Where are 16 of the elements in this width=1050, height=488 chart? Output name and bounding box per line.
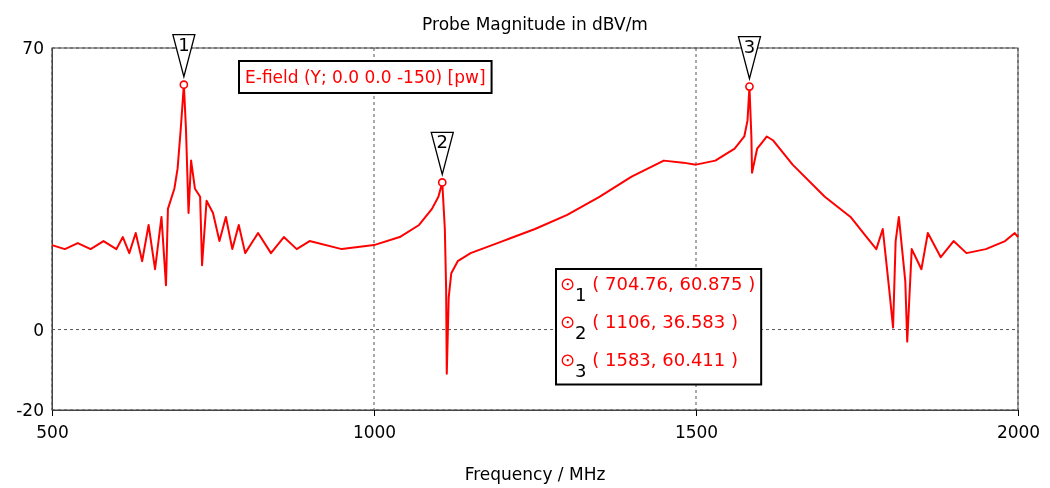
- y-tick-label: -20: [16, 399, 44, 420]
- x-tick-label: 1500: [674, 421, 719, 442]
- x-tick-label: 2000: [996, 421, 1041, 442]
- x-axis-title: Frequency / MHz: [464, 464, 606, 484]
- x-tick-label: 1000: [352, 421, 397, 442]
- x-tick-label: 500: [36, 421, 69, 442]
- y-tick-label: 70: [22, 37, 44, 58]
- y-tick-label: 0: [33, 319, 44, 340]
- point: [745, 82, 754, 91]
- text: E-field (Y; 0.0 0.0 -150) [pw]: [245, 67, 486, 87]
- point: [437, 178, 447, 187]
- point: [179, 80, 189, 90]
- annotation: 1: [178, 33, 190, 55]
- annotation: 2: [436, 131, 448, 153]
- annotation: 3: [743, 35, 756, 57]
- chart-title: Probe Magnitude in dBV/m: [422, 14, 648, 34]
